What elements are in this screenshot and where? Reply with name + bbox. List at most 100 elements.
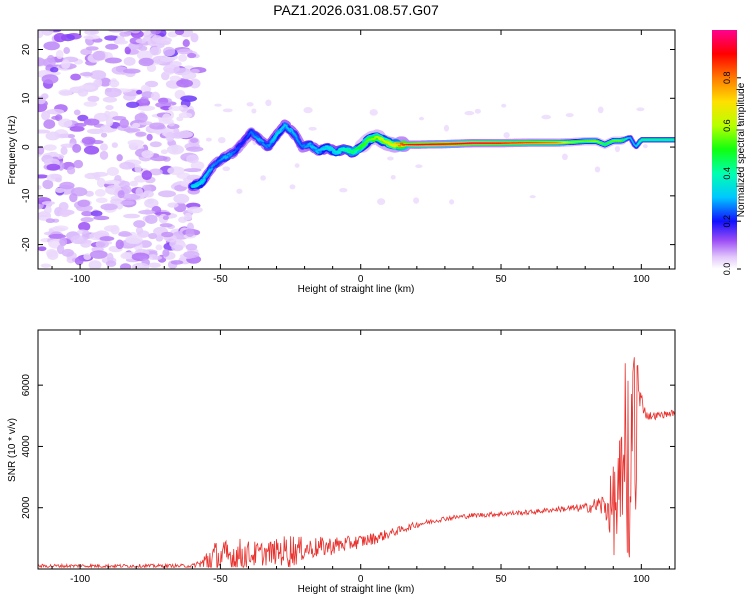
noise-blob bbox=[40, 263, 52, 268]
noise-blob bbox=[45, 218, 55, 224]
noise-blob bbox=[614, 145, 621, 153]
noise-blob bbox=[105, 260, 117, 267]
ridge-segment bbox=[315, 150, 319, 154]
noise-blob bbox=[108, 30, 124, 33]
noise-blob bbox=[116, 154, 123, 162]
noise-blob bbox=[135, 38, 147, 44]
noise-blob bbox=[159, 57, 175, 62]
noise-blob bbox=[56, 244, 65, 255]
noise-blob bbox=[251, 108, 257, 114]
noise-blob bbox=[185, 146, 204, 152]
noise-blob bbox=[103, 180, 121, 185]
x-tick-label: -100 bbox=[70, 274, 90, 285]
noise-blob bbox=[120, 252, 133, 260]
noise-blob bbox=[176, 79, 194, 88]
noise-blob bbox=[138, 209, 156, 215]
noise-blob bbox=[160, 149, 168, 155]
noise-blob bbox=[161, 231, 174, 238]
ridge-segment bbox=[356, 146, 361, 150]
noise-blob bbox=[96, 177, 106, 188]
noise-blob bbox=[137, 230, 150, 238]
noise-blob bbox=[136, 89, 143, 95]
noise-blob bbox=[79, 72, 93, 77]
noise-blob bbox=[119, 263, 132, 269]
ridge-segment bbox=[334, 150, 339, 153]
ridge-segment bbox=[264, 144, 268, 149]
x-tick-label: -50 bbox=[213, 274, 228, 285]
y-tick-label: 20 bbox=[21, 44, 32, 56]
noise-blob bbox=[150, 91, 161, 101]
noise-blob bbox=[138, 57, 154, 67]
ridge-segment bbox=[201, 178, 206, 184]
noise-blob bbox=[178, 216, 188, 223]
ridge-segment bbox=[326, 146, 331, 150]
ridge-segment bbox=[307, 142, 312, 146]
noise-blob bbox=[173, 128, 180, 133]
noise-blob bbox=[144, 198, 159, 209]
noise-blob bbox=[190, 161, 205, 171]
noise-blob bbox=[58, 89, 73, 96]
x-tick-label: 50 bbox=[495, 274, 507, 285]
ridge-segment bbox=[250, 131, 255, 136]
ridge-segment bbox=[631, 140, 635, 146]
noise-blob bbox=[104, 87, 122, 98]
noise-blob bbox=[146, 133, 153, 141]
ridge-segment bbox=[273, 134, 278, 139]
noise-blob bbox=[43, 41, 60, 51]
noise-blob bbox=[119, 31, 131, 37]
noise-blob bbox=[41, 30, 54, 36]
noise-blob bbox=[42, 179, 54, 190]
ridge-segment bbox=[232, 150, 237, 154]
noise-blob bbox=[99, 150, 109, 160]
noise-blob bbox=[58, 118, 73, 128]
noise-blob bbox=[105, 43, 119, 50]
noise-blob bbox=[93, 79, 101, 88]
noise-blob bbox=[46, 108, 65, 115]
noise-blob bbox=[95, 197, 108, 204]
noise-blob bbox=[61, 248, 75, 257]
y-tick-label: 10 bbox=[21, 92, 32, 104]
noise-blob bbox=[171, 244, 184, 252]
noise-blob bbox=[166, 144, 185, 155]
ridge-segment bbox=[360, 142, 365, 147]
noise-blob bbox=[120, 200, 135, 206]
ridge-segment bbox=[228, 153, 233, 157]
noise-blob bbox=[43, 144, 57, 151]
ridge-segment bbox=[378, 137, 382, 141]
noise-blob bbox=[155, 244, 163, 251]
noise-blob bbox=[77, 114, 89, 122]
noise-blob bbox=[142, 190, 154, 198]
noise-blob bbox=[369, 109, 378, 116]
noise-blob bbox=[176, 116, 184, 122]
noise-blob bbox=[182, 39, 190, 48]
noise-blob bbox=[138, 45, 148, 52]
noise-blob bbox=[130, 30, 141, 34]
noise-blob bbox=[67, 134, 76, 139]
noise-blob bbox=[45, 131, 61, 141]
ridge-segment bbox=[336, 151, 341, 154]
noise-blob bbox=[74, 122, 87, 127]
noise-blob bbox=[43, 205, 52, 215]
noise-blob bbox=[55, 177, 62, 183]
noise-blob bbox=[81, 210, 94, 217]
ridge-segment bbox=[238, 141, 243, 146]
noise-blob bbox=[43, 119, 56, 129]
ridge-segment bbox=[309, 145, 314, 149]
noise-blob bbox=[81, 229, 91, 240]
snr-frame bbox=[37, 329, 676, 570]
noise-blob bbox=[178, 112, 193, 119]
noise-blob bbox=[123, 213, 140, 219]
noise-blob bbox=[183, 168, 202, 173]
noise-blob bbox=[474, 108, 481, 114]
noise-blob bbox=[168, 106, 184, 112]
noise-blob bbox=[119, 161, 136, 170]
noise-blob bbox=[169, 61, 182, 67]
noise-blob bbox=[117, 190, 125, 199]
x-tick-label: 0 bbox=[358, 574, 364, 585]
noise-blob bbox=[176, 48, 193, 55]
noise-blob bbox=[541, 114, 552, 120]
noise-blob bbox=[464, 110, 475, 116]
snr-x-ticks: -100 -50 0 50 100 bbox=[51, 330, 670, 585]
noise-blob bbox=[141, 150, 154, 159]
x-tick-label: -50 bbox=[213, 574, 228, 585]
